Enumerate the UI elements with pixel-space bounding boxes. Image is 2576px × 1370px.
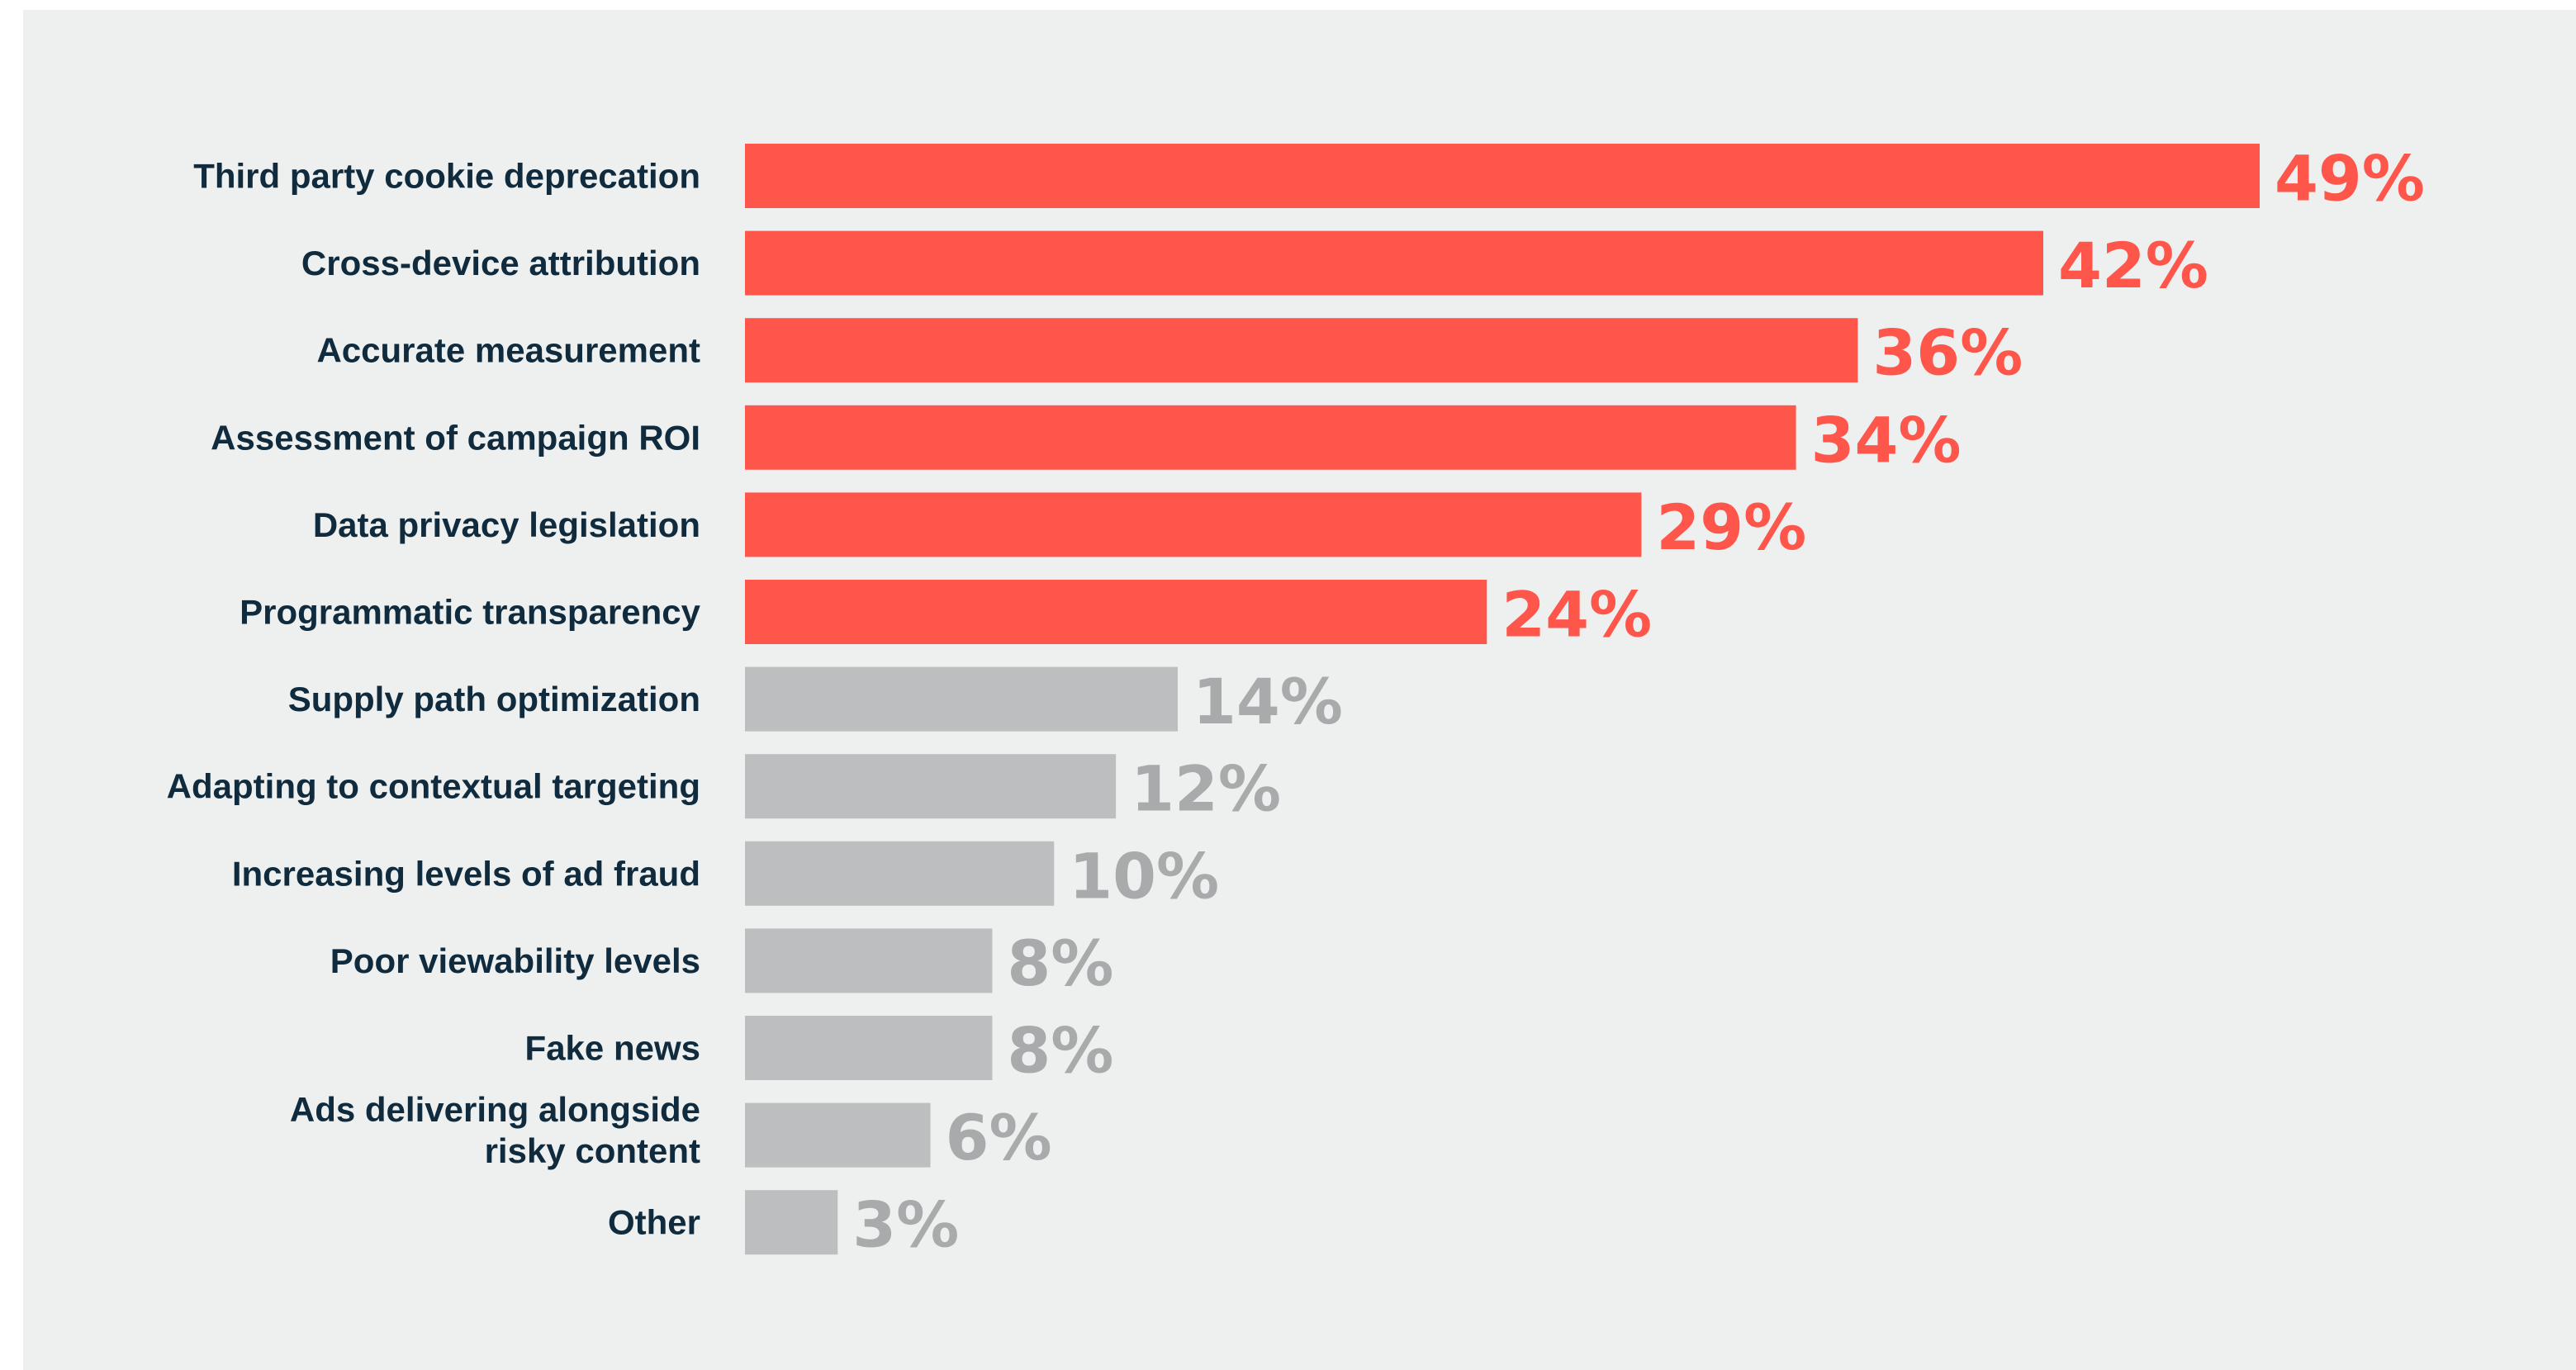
value-label: 8% bbox=[1007, 1014, 1113, 1088]
category-label: Adapting to contextual targeting bbox=[167, 767, 700, 806]
value-label: 10% bbox=[1069, 839, 1219, 913]
value-label: 3% bbox=[852, 1188, 959, 1262]
category-label: Increasing levels of ad fraud bbox=[232, 854, 700, 893]
bar bbox=[745, 1190, 838, 1255]
bar bbox=[745, 230, 2043, 296]
bar bbox=[745, 754, 1117, 819]
bar bbox=[745, 318, 1858, 383]
category-label: Poor viewability levels bbox=[330, 941, 700, 980]
bar bbox=[745, 1102, 931, 1168]
category-label: Supply path optimization bbox=[288, 680, 700, 718]
bar bbox=[745, 1016, 993, 1080]
value-label: 42% bbox=[2058, 229, 2208, 302]
value-label: 14% bbox=[1193, 665, 1343, 738]
value-label: 34% bbox=[1811, 403, 1962, 476]
value-label: 29% bbox=[1656, 491, 1806, 564]
bar bbox=[745, 580, 1487, 644]
value-label: 24% bbox=[1501, 578, 1652, 652]
value-label: 12% bbox=[1131, 752, 1281, 826]
bar bbox=[745, 492, 1642, 557]
bar bbox=[745, 144, 2260, 208]
category-label: Cross-device attribution bbox=[301, 244, 700, 282]
category-label: Data privacy legislation bbox=[313, 505, 700, 544]
bar bbox=[745, 666, 1178, 732]
bar bbox=[745, 928, 993, 993]
category-label: Ads delivering alongside bbox=[290, 1090, 700, 1129]
value-label: 49% bbox=[2275, 142, 2425, 216]
category-label: Accurate measurement bbox=[316, 331, 700, 370]
category-label: Programmatic transparency bbox=[240, 593, 701, 632]
value-label: 6% bbox=[946, 1101, 1052, 1174]
chart-panel: Third party cookie deprecation 49% Cross-d… bbox=[23, 10, 2576, 1370]
category-label: Other bbox=[608, 1203, 700, 1242]
bar bbox=[745, 405, 1796, 470]
category-label: Assessment of campaign ROI bbox=[211, 418, 700, 457]
category-label: risky content bbox=[485, 1131, 700, 1170]
value-label: 36% bbox=[1872, 316, 2023, 390]
bar bbox=[745, 841, 1055, 906]
value-label: 8% bbox=[1007, 927, 1113, 1000]
category-label: Fake news bbox=[525, 1029, 700, 1068]
category-label: Third party cookie deprecation bbox=[193, 157, 700, 196]
horizontal-bar-chart: Third party cookie deprecation 49% Cross-d… bbox=[167, 142, 2425, 1262]
